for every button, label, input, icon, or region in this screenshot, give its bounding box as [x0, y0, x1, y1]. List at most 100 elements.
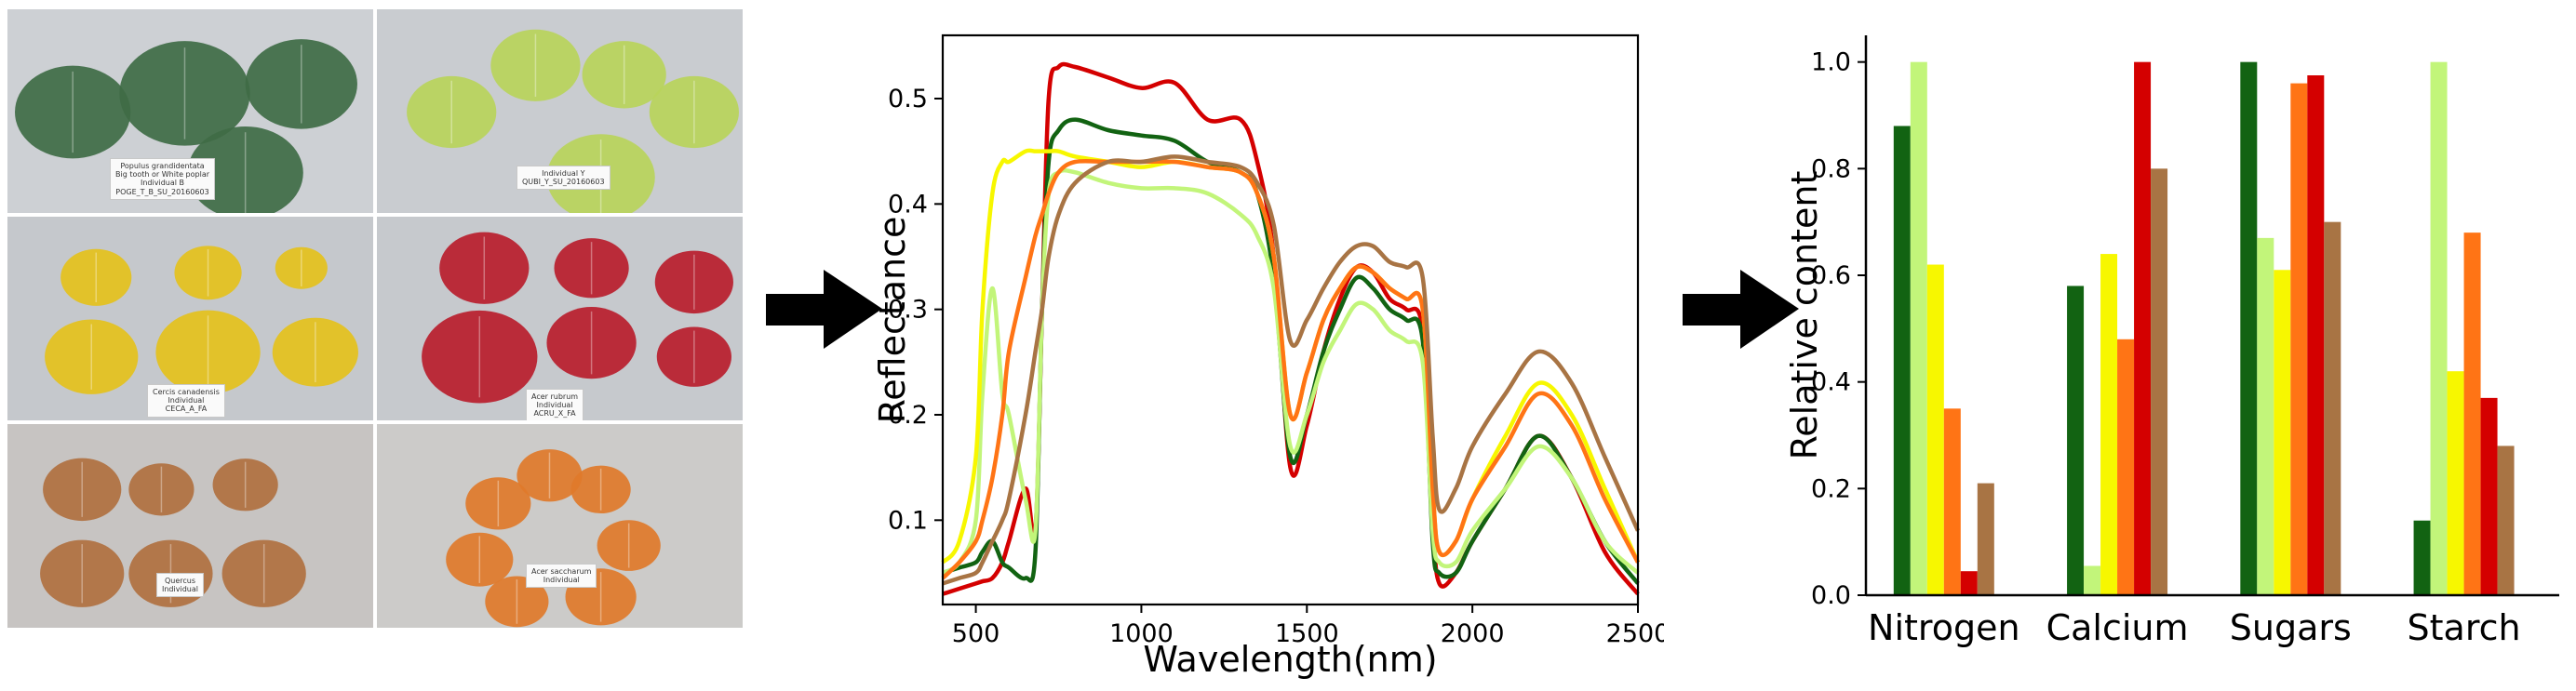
y-tick-label: 1.0 — [1811, 48, 1851, 77]
leaf-shape — [517, 449, 583, 502]
category-label: Starch — [2408, 607, 2521, 648]
spectrum-line-1 — [942, 117, 1640, 585]
spectrum-line-2 — [941, 167, 1640, 576]
right-arrow-icon — [766, 270, 882, 349]
x-tick-label: 2000 — [1441, 619, 1505, 648]
leaf-shape — [554, 238, 629, 299]
specimen-label: Populus grandidentata Big tooth or White… — [110, 158, 216, 200]
bar-starch-2 — [2447, 371, 2464, 595]
bar-group-calcium — [2067, 61, 2168, 596]
spectrum-line-4 — [941, 158, 1640, 580]
leaf-photo-image — [446, 449, 661, 628]
leaf-shape — [485, 576, 549, 628]
leaf-shape — [128, 463, 195, 516]
leaf-photo-grid: Populus grandidentata Big tooth or White… — [7, 9, 743, 628]
bar-starch-4 — [2480, 397, 2498, 595]
leaf-shape — [187, 126, 303, 213]
bar-calcium-1 — [2084, 565, 2101, 595]
x-tick-label: 1000 — [1109, 619, 1174, 648]
specimen-label: Individual Y QUBI_Y_SU_20160603 — [517, 166, 610, 191]
bar-starch-0 — [2413, 520, 2431, 595]
specimen-label: Quercus Individual — [156, 573, 204, 598]
red-maple-panel: Acer rubrum Individual ACRU_X_FA — [377, 217, 743, 420]
leaf-shape — [174, 246, 242, 300]
spectrum-line-5 — [942, 154, 1641, 586]
bar-calcium-2 — [2100, 254, 2118, 595]
leaf-shape — [422, 310, 538, 404]
leaf-photo-image — [15, 39, 357, 213]
specimen-label: Acer rubrum Individual ACRU_X_FA — [526, 389, 584, 420]
y-tick-label: 0.8 — [1811, 154, 1851, 183]
leaf-shape — [275, 246, 328, 289]
spectrum-line-0 — [942, 61, 1640, 596]
category-label: Calcium — [2046, 607, 2189, 648]
bar-nitrogen-5 — [1977, 483, 1994, 595]
bar-calcium-0 — [2067, 286, 2085, 595]
leaf-shape — [439, 232, 530, 304]
brown-oak-panel: Quercus Individual — [7, 424, 373, 628]
orange-maple-panel: Acer saccharum Individual — [377, 424, 743, 628]
leaf-shape — [43, 458, 122, 522]
leaf-shape — [221, 539, 306, 607]
y-tick-label: 0.5 — [888, 85, 928, 113]
y-tick-label: 0.4 — [1811, 368, 1851, 397]
bar-group-starch — [2413, 61, 2515, 595]
y-tick-label: 0.2 — [1811, 474, 1851, 503]
category-label: Nitrogen — [1868, 607, 2020, 648]
plot-frame — [941, 33, 1640, 606]
y-axis-label: Reflectance — [872, 217, 913, 424]
bigtooth-aspen-panel: Populus grandidentata Big tooth or White… — [7, 9, 373, 213]
bar-starch-5 — [2497, 445, 2515, 595]
bar-sugars-1 — [2257, 237, 2274, 595]
reflectance-spectra-chart: 500 1000 1500 2000 2500 0.1 0.2 0.3 0.4 0.5 Wavele… — [872, 33, 1664, 680]
leaf-shape — [272, 317, 358, 387]
bar-calcium-3 — [2117, 339, 2135, 595]
leaf-photo-image — [45, 246, 358, 394]
y-axis-label: Relative content — [1784, 171, 1825, 460]
leaf-shape — [155, 310, 261, 394]
leaf-shape — [654, 250, 733, 314]
bar-sugars-5 — [2324, 221, 2341, 595]
leaf-shape — [40, 539, 125, 607]
bar-sugars-0 — [2240, 61, 2258, 595]
x-axis-label: Wavelength(nm) — [1143, 639, 1437, 680]
bar-calcium-5 — [2151, 168, 2168, 596]
leaf-shape — [546, 307, 637, 379]
leaf-shape — [212, 458, 278, 512]
right-arrow-icon — [1683, 270, 1799, 349]
leaf-shape — [649, 75, 739, 149]
y-tick-label: 0.3 — [888, 296, 928, 325]
y-tick-label: 0.1 — [888, 506, 928, 535]
leaf-shape — [570, 465, 631, 514]
bar-sugars-3 — [2290, 83, 2308, 596]
bar-calcium-4 — [2134, 61, 2152, 595]
category-label: Sugars — [2230, 607, 2352, 648]
bar-group-sugars — [2240, 61, 2341, 596]
relative-content-bar-chart: Nitrogen Calcium Sugars Starch 0.0 0.2 0.4 0.6 0… — [1784, 35, 2559, 648]
bar-sugars-2 — [2274, 270, 2291, 595]
y-tick-label: 0.4 — [888, 190, 928, 219]
leaf-shape — [597, 520, 661, 571]
bar-nitrogen-2 — [1926, 264, 1944, 595]
y-tick-label: 0.2 — [888, 401, 928, 430]
leaf-shape — [15, 65, 131, 159]
bar-group-nitrogen — [1893, 61, 1994, 595]
x-tick-label: 1500 — [1275, 619, 1339, 648]
bar-sugars-4 — [2307, 75, 2325, 595]
bar-nitrogen-0 — [1893, 126, 1911, 595]
bar-starch-1 — [2430, 61, 2448, 595]
specimen-label: Cercis canadensis Individual CECA_A_FA — [147, 384, 225, 418]
leaf-shape — [465, 477, 531, 530]
leaf-shape — [656, 326, 731, 387]
leaf-photo-image — [422, 232, 733, 404]
leaf-shape — [119, 41, 250, 146]
bar-nitrogen-3 — [1943, 408, 1961, 595]
bar-starch-3 — [2463, 233, 2481, 595]
y-tick-label: 0.0 — [1811, 581, 1851, 610]
leaf-shape — [45, 319, 139, 394]
spectra-series-group — [941, 61, 1641, 596]
bar-nitrogen-1 — [1910, 61, 1927, 595]
x-tick-label: 500 — [952, 619, 1000, 648]
leaf-shape — [490, 29, 581, 101]
oak-yellowgreen-panel: Individual Y QUBI_Y_SU_20160603 — [377, 9, 743, 213]
